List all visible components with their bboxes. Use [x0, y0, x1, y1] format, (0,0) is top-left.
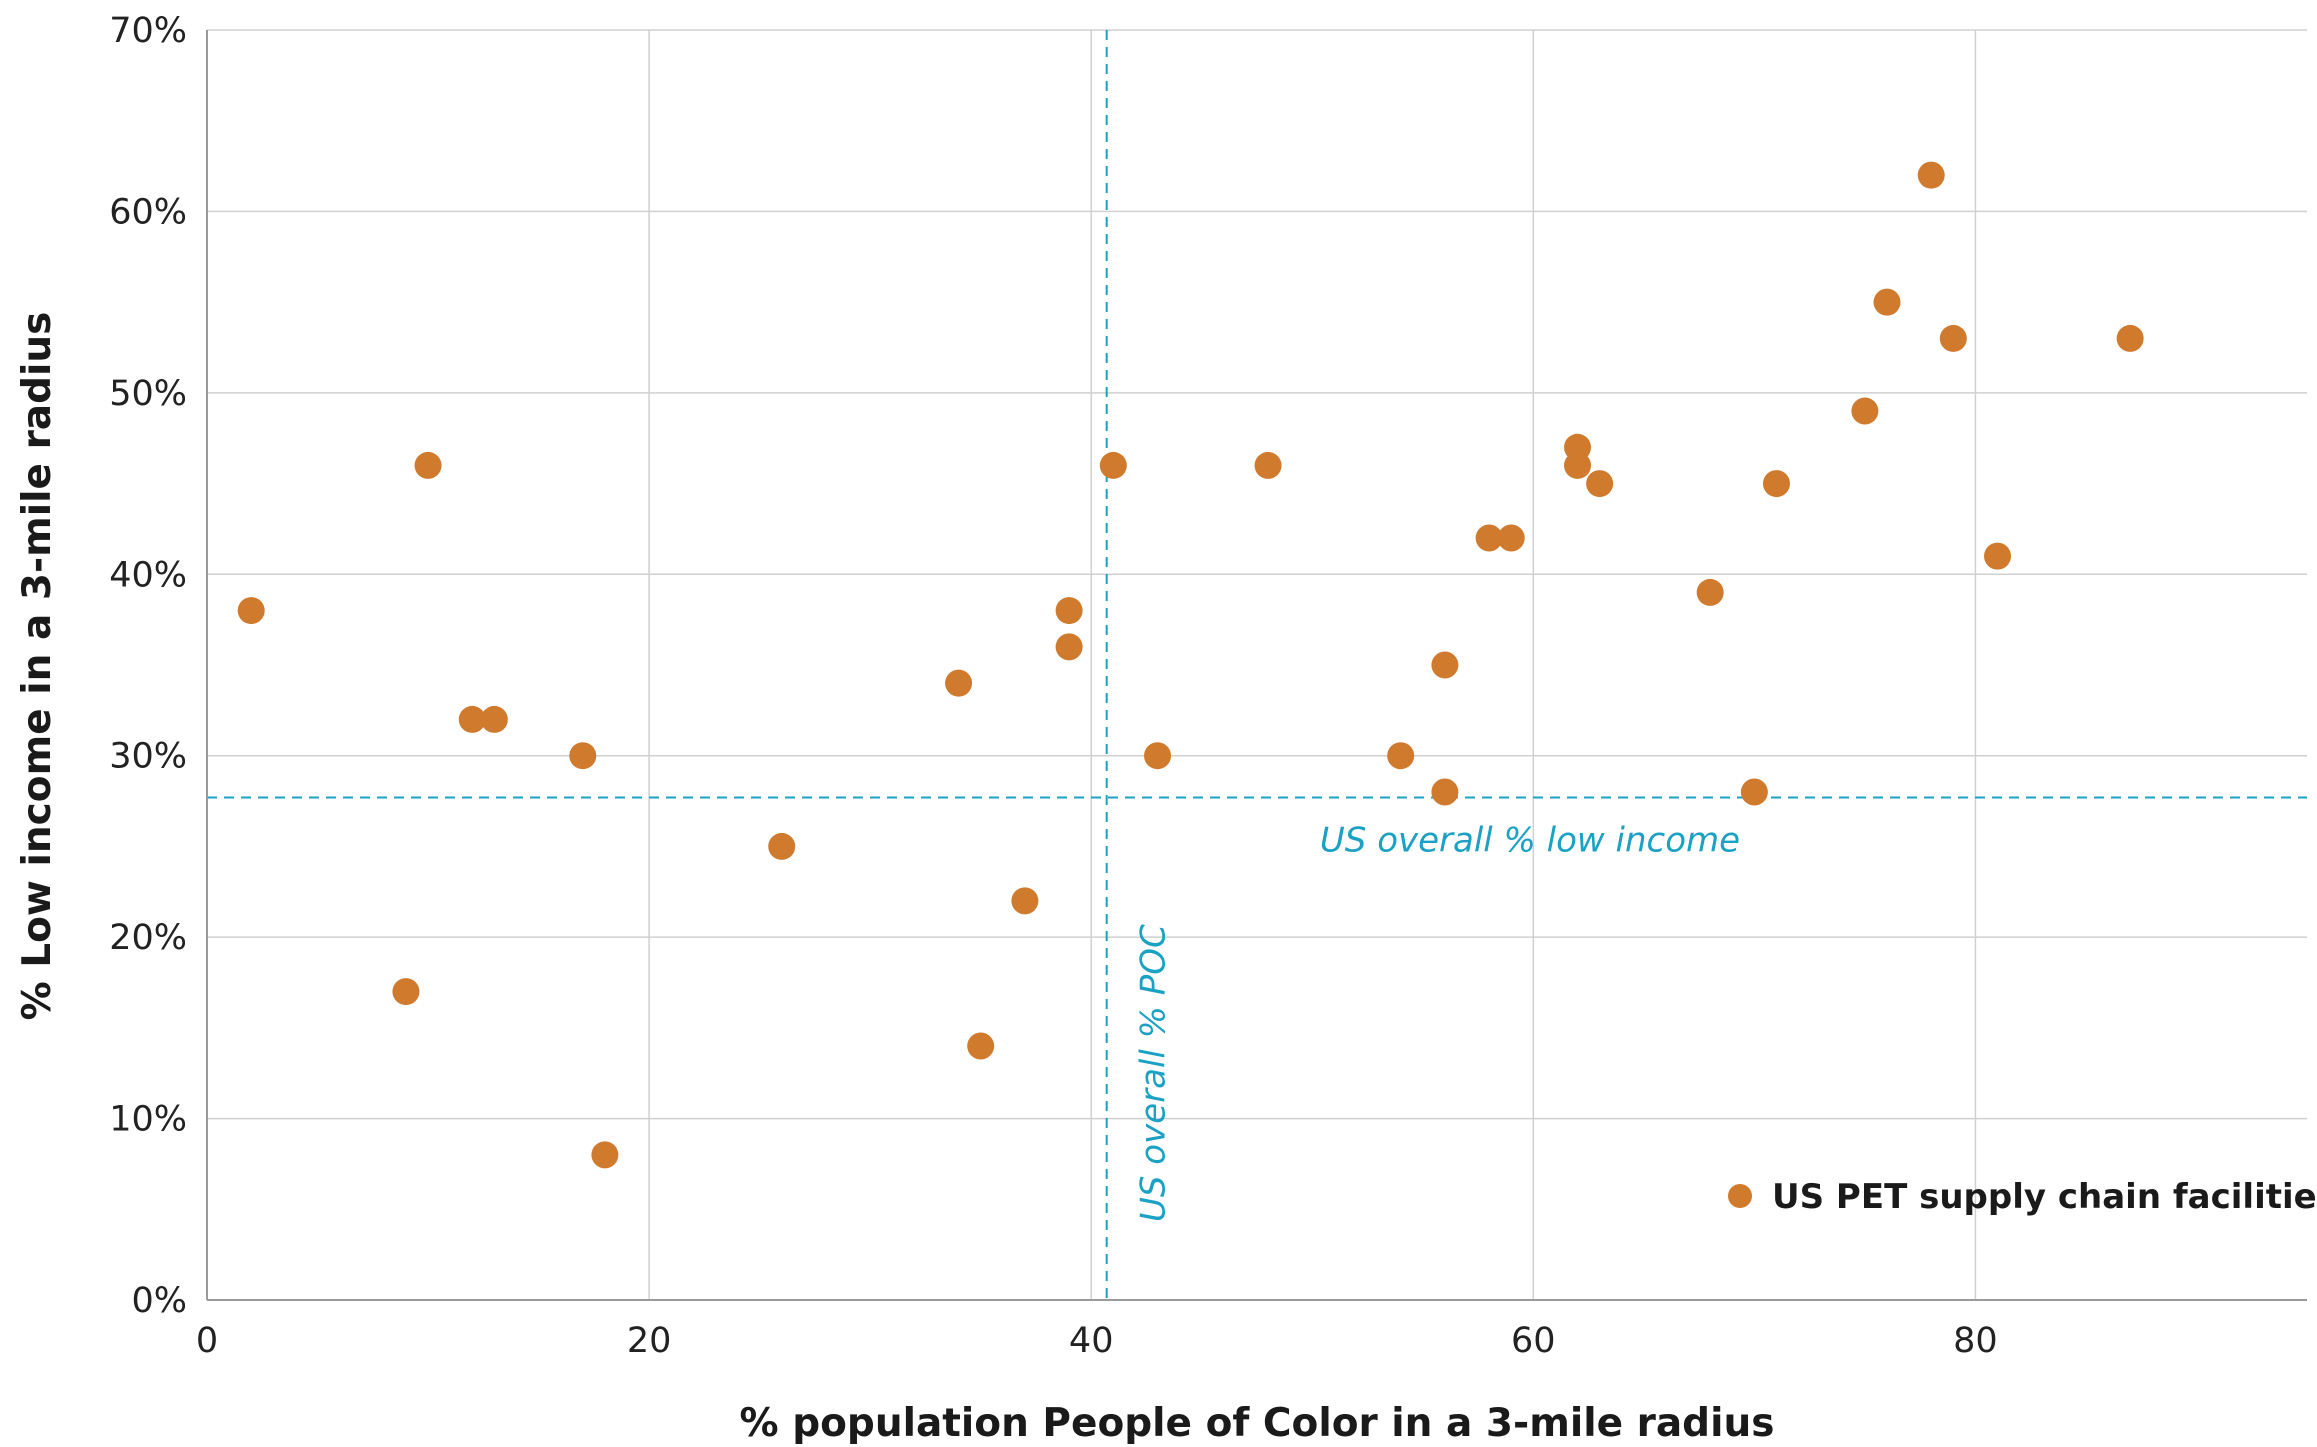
data-point	[480, 705, 508, 733]
y-tick-label: 60%	[109, 192, 187, 232]
data-point	[1099, 451, 1127, 479]
data-point	[1431, 778, 1459, 806]
data-points	[237, 161, 2144, 1169]
data-point	[392, 978, 420, 1006]
data-point	[1917, 161, 1945, 189]
x-tick-label: 20	[627, 1321, 672, 1361]
data-point	[1254, 451, 1282, 479]
data-point	[1740, 778, 1768, 806]
data-point	[967, 1032, 995, 1060]
data-point	[1939, 324, 1967, 352]
data-point	[569, 742, 597, 770]
data-point	[1055, 597, 1083, 625]
income-reference-label: US overall % low income	[1320, 820, 1740, 860]
data-point	[1696, 578, 1724, 606]
x-tick-label: 0	[196, 1321, 218, 1361]
x-tick-label: 40	[1069, 1321, 1114, 1361]
tick-labels: 0% 10% 20% 30% 40% 50% 60% 70% 0 20 40 60 80	[109, 11, 1997, 1361]
data-point	[2116, 324, 2144, 352]
x-tick-label: 80	[1953, 1321, 1998, 1361]
data-point	[458, 705, 486, 733]
data-point	[1984, 542, 2012, 570]
data-point	[945, 669, 973, 697]
data-point	[1586, 470, 1614, 498]
data-point	[1144, 742, 1172, 770]
y-axis-title: % Low income in a 3-mile radius	[15, 312, 60, 1021]
poc-reference-label: US overall % POC	[1134, 924, 1174, 1222]
data-point	[1497, 524, 1525, 552]
legend-marker	[1728, 1184, 1752, 1208]
reference-lines: US overall % POC US overall % low income	[207, 30, 2307, 1300]
data-point	[1873, 288, 1901, 316]
y-tick-label: 50%	[109, 374, 187, 414]
data-point	[1011, 887, 1039, 915]
grid-lines	[207, 29, 2307, 1300]
data-point	[237, 597, 265, 625]
data-point	[591, 1141, 619, 1169]
x-tick-label: 60	[1511, 1321, 1556, 1361]
legend-label: US PET supply chain facilities	[1772, 1177, 2317, 1217]
y-tick-label: 0%	[131, 1281, 187, 1321]
data-point	[414, 451, 442, 479]
data-point	[1851, 397, 1879, 425]
data-point	[1564, 451, 1592, 479]
y-tick-label: 20%	[109, 918, 187, 958]
axes	[206, 30, 2307, 1301]
legend: US PET supply chain facilities	[1728, 1177, 2317, 1217]
data-point	[768, 832, 796, 860]
y-tick-label: 30%	[109, 737, 187, 777]
y-tick-label: 70%	[109, 11, 187, 51]
y-tick-label: 10%	[109, 1100, 187, 1140]
y-tick-label: 40%	[109, 555, 187, 595]
data-point	[1387, 742, 1415, 770]
data-point	[1475, 524, 1503, 552]
data-point	[1431, 651, 1459, 679]
x-axis-title: % population People of Color in a 3-mile…	[740, 1401, 1775, 1446]
data-point	[1762, 470, 1790, 498]
data-point	[1055, 633, 1083, 661]
